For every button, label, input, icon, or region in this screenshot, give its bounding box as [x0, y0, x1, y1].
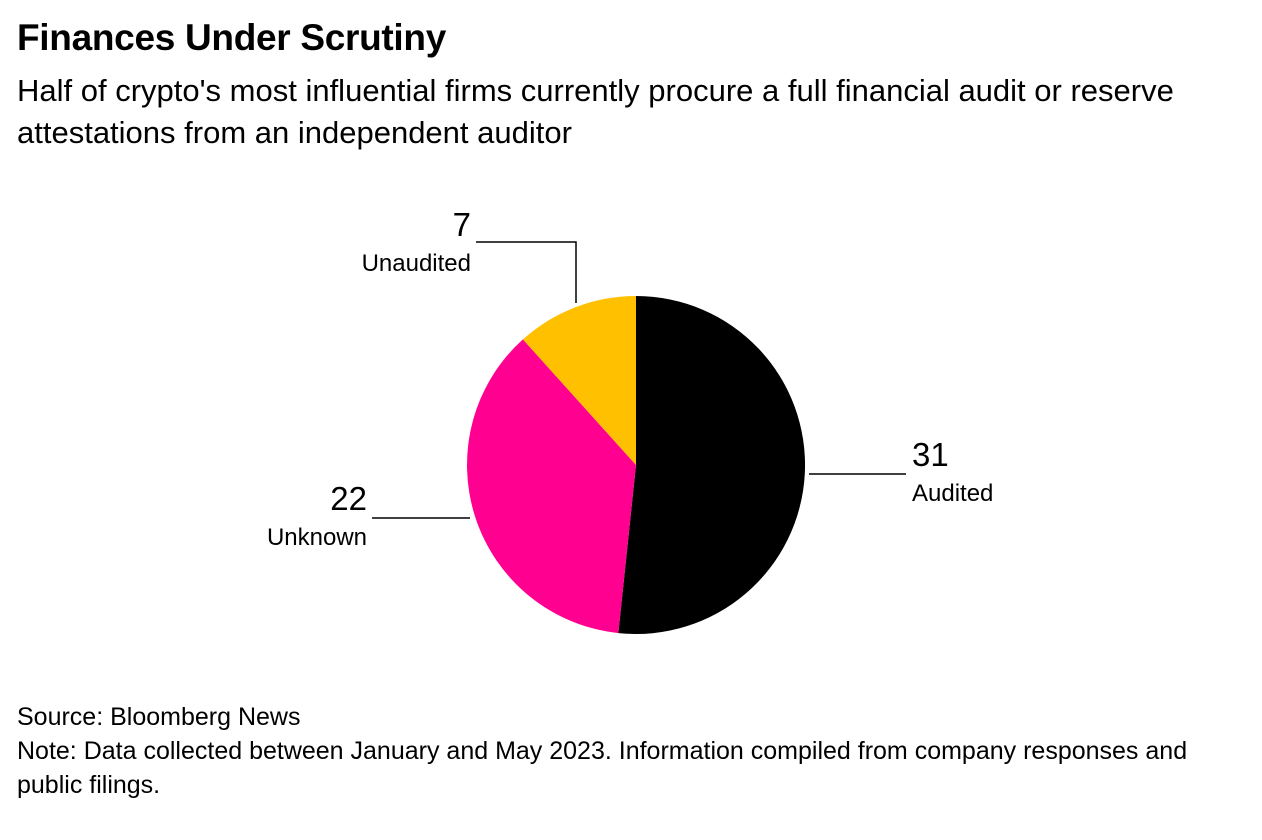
pie-slice-audited [618, 296, 806, 634]
category-label-unaudited: Unaudited [362, 250, 471, 277]
chart-footer: Source: Bloomberg News Note: Data collec… [17, 700, 1247, 802]
category-label-audited: Audited [912, 480, 993, 507]
value-label-audited: 31 [912, 436, 949, 473]
leader-line-unaudited [476, 241, 577, 303]
pie-slice-unknown [467, 339, 636, 634]
category-label-unknown: Unknown [267, 524, 367, 551]
pie-chart-svg: 31 Audited 22 Unknown 7 Unaudited [267, 206, 993, 634]
value-label-unaudited: 7 [453, 206, 471, 243]
value-label-unknown: 22 [330, 480, 367, 517]
pie-chart: 31 Audited 22 Unknown 7 Unaudited [0, 180, 1262, 680]
chart-title: Finances Under Scrutiny [17, 17, 446, 58]
data-note: Note: Data collected between January and… [17, 737, 1188, 799]
chart-subtitle: Half of crypto's most influential firms … [17, 73, 1174, 150]
source-note: Source: Bloomberg News [17, 703, 301, 731]
pie-slice-unaudited [522, 296, 636, 465]
